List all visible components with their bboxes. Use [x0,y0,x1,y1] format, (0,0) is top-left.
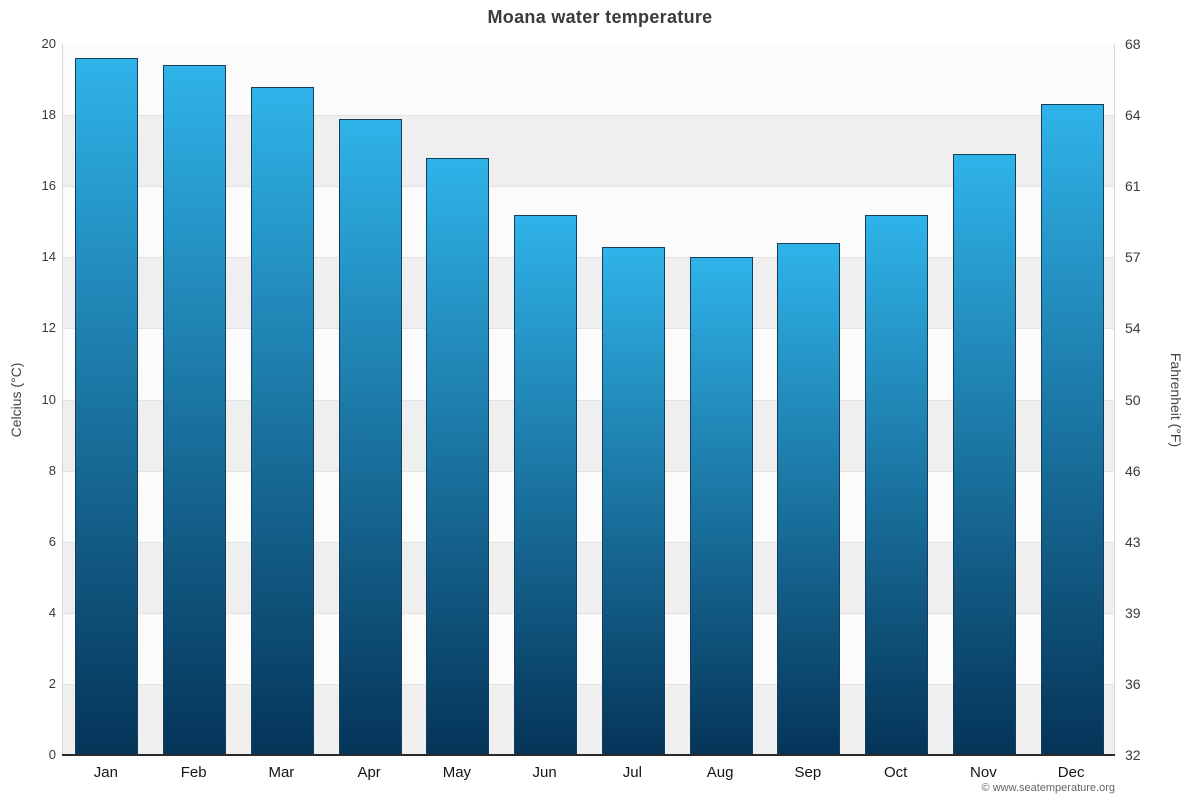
gridline [63,115,1114,117]
xlabel-aug: Aug [706,764,734,781]
xlabel-may: May [442,764,472,781]
gridline [63,470,1114,472]
ytick-celsius-10: 10 [41,391,56,407]
ytick-fahrenheit-46: 46 [1125,462,1141,479]
bar-oct [865,214,929,755]
gridline [63,612,1114,614]
ytick-fahrenheit-64: 64 [1125,107,1141,124]
bar-jan [75,58,139,755]
xlabel-jul: Jul [622,764,642,781]
ytick-fahrenheit-43: 43 [1125,533,1141,550]
bar-apr [338,118,402,755]
plot-band [63,470,1114,542]
xlabel-dec: Dec [1057,764,1085,781]
y-axis-label-celsius: Celcius (°C) [8,362,24,438]
xlabel-oct: Oct [883,764,908,781]
ytick-fahrenheit-54: 54 [1125,320,1141,337]
copyright-attribution: © www.seatemperature.org [981,782,1115,794]
gridline [63,186,1114,188]
ytick-celsius-12: 12 [41,320,56,336]
xlabel-feb: Feb [180,764,207,781]
ytick-fahrenheit-32: 32 [1125,747,1141,763]
bar-dec [1040,104,1104,755]
bar-sep [777,243,841,755]
plot-band [63,186,1114,258]
xlabel-jun: Jun [532,764,557,781]
ytick-fahrenheit-68: 68 [1125,36,1141,52]
bar-may [426,157,490,755]
gridline [63,399,1114,401]
gridline [63,683,1114,685]
bar-feb [163,65,227,755]
plot-band [63,115,1114,187]
ytick-celsius-4: 4 [48,604,56,620]
ytick-fahrenheit-50: 50 [1125,391,1141,408]
x-axis-line [62,754,1115,756]
ytick-celsius-16: 16 [41,178,56,194]
ytick-celsius-20: 20 [41,36,56,51]
ytick-celsius-18: 18 [41,107,56,123]
plot-band [63,541,1114,613]
xlabel-nov: Nov [970,764,997,781]
ytick-fahrenheit-36: 36 [1125,675,1141,692]
bar-aug [689,257,753,755]
bar-nov [952,154,1016,755]
xlabel-mar: Mar [268,764,295,781]
ytick-celsius-0: 0 [48,747,56,762]
chart-title: Moana water temperature [487,7,713,27]
y-axis-label-fahrenheit: Fahrenheit (°F) [1168,352,1184,448]
ytick-fahrenheit-61: 61 [1125,178,1141,195]
xlabel-jan: Jan [93,764,118,781]
plot-band [63,612,1114,684]
gridline [63,541,1114,543]
bar-jul [601,246,665,755]
xlabel-sep: Sep [794,764,822,781]
plot-band [63,257,1114,329]
plot-band [63,683,1114,755]
ytick-celsius-8: 8 [48,462,56,478]
plot-band [63,328,1114,400]
ytick-fahrenheit-39: 39 [1125,604,1141,621]
xlabel-apr: Apr [357,764,381,781]
ytick-celsius-14: 14 [41,249,56,265]
plot-area [62,44,1115,755]
gridline [63,257,1114,259]
ytick-fahrenheit-57: 57 [1125,249,1141,266]
ytick-celsius-2: 2 [48,675,56,691]
ytick-celsius-6: 6 [48,533,56,549]
bar-mar [250,86,314,755]
plot-band [63,399,1114,471]
plot-band [63,44,1114,116]
bar-jun [514,214,578,755]
gridline [63,328,1114,330]
